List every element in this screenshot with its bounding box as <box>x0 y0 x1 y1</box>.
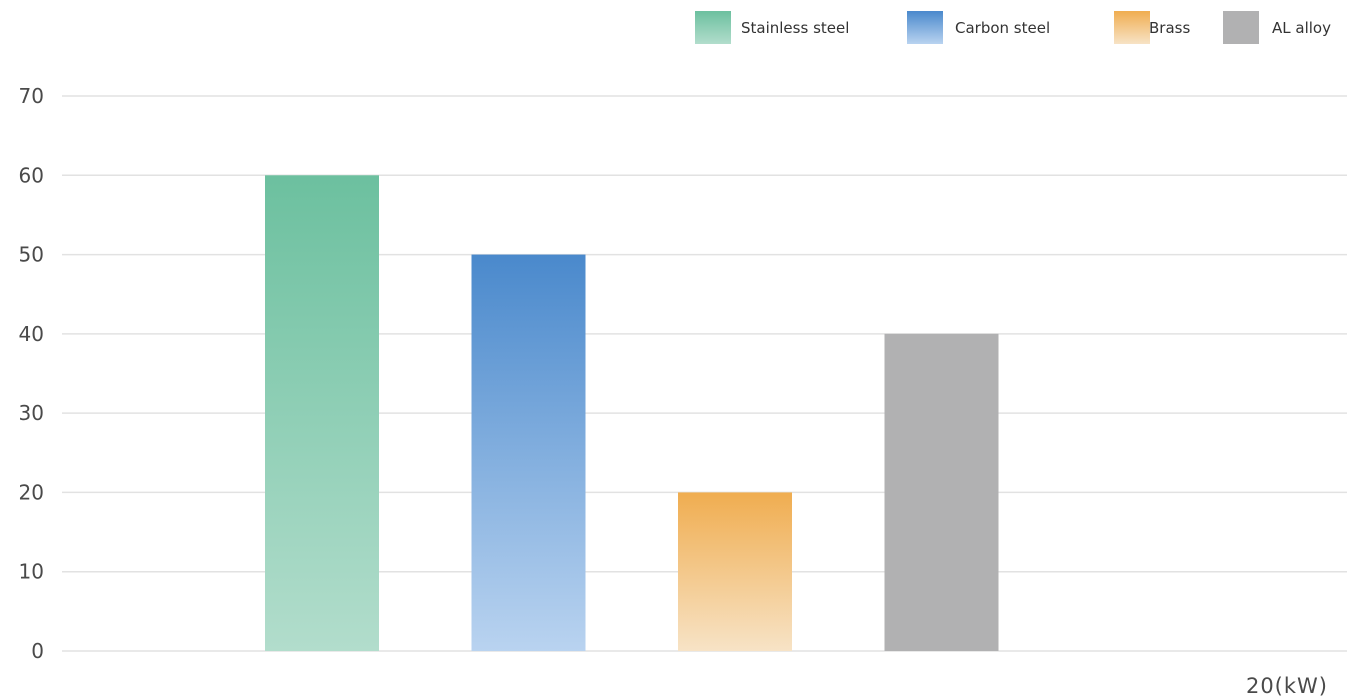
legend-item-carbon-steel[interactable]: Carbon steel <box>907 11 1050 44</box>
y-tick-label: 50 <box>19 243 44 267</box>
bar-stainless-steel[interactable] <box>265 175 379 652</box>
legend-swatch <box>1223 11 1259 44</box>
y-tick-label: 10 <box>19 560 44 584</box>
y-tick-label: 60 <box>19 163 44 187</box>
y-tick-label: 70 <box>19 84 44 108</box>
legend-swatch <box>695 11 731 44</box>
legend[interactable]: Stainless steel Carbon steel Brass AL alloy <box>695 11 1331 44</box>
legend-swatch <box>1114 11 1150 44</box>
y-tick-label: 20 <box>19 480 44 504</box>
legend-item-al-alloy[interactable]: AL alloy <box>1223 11 1331 44</box>
legend-swatch <box>907 11 943 44</box>
legend-label: AL alloy <box>1272 19 1331 37</box>
x-axis-label: 20(kW) <box>1246 674 1328 698</box>
y-axis-ticks: 0 10 20 30 40 50 60 70 <box>19 84 44 663</box>
legend-label: Stainless steel <box>741 19 849 37</box>
legend-item-stainless-steel[interactable]: Stainless steel <box>695 11 849 44</box>
legend-item-brass[interactable]: Brass <box>1114 11 1190 44</box>
bars <box>265 175 999 652</box>
y-tick-label: 30 <box>19 401 44 425</box>
y-tick-label: 0 <box>31 639 44 663</box>
bar-carbon-steel[interactable] <box>471 254 586 652</box>
bar-brass[interactable] <box>678 492 792 651</box>
bar-al-alloy[interactable] <box>884 333 999 651</box>
y-tick-label: 40 <box>19 322 44 346</box>
legend-label: Carbon steel <box>955 19 1050 37</box>
legend-label: Brass <box>1149 19 1190 37</box>
